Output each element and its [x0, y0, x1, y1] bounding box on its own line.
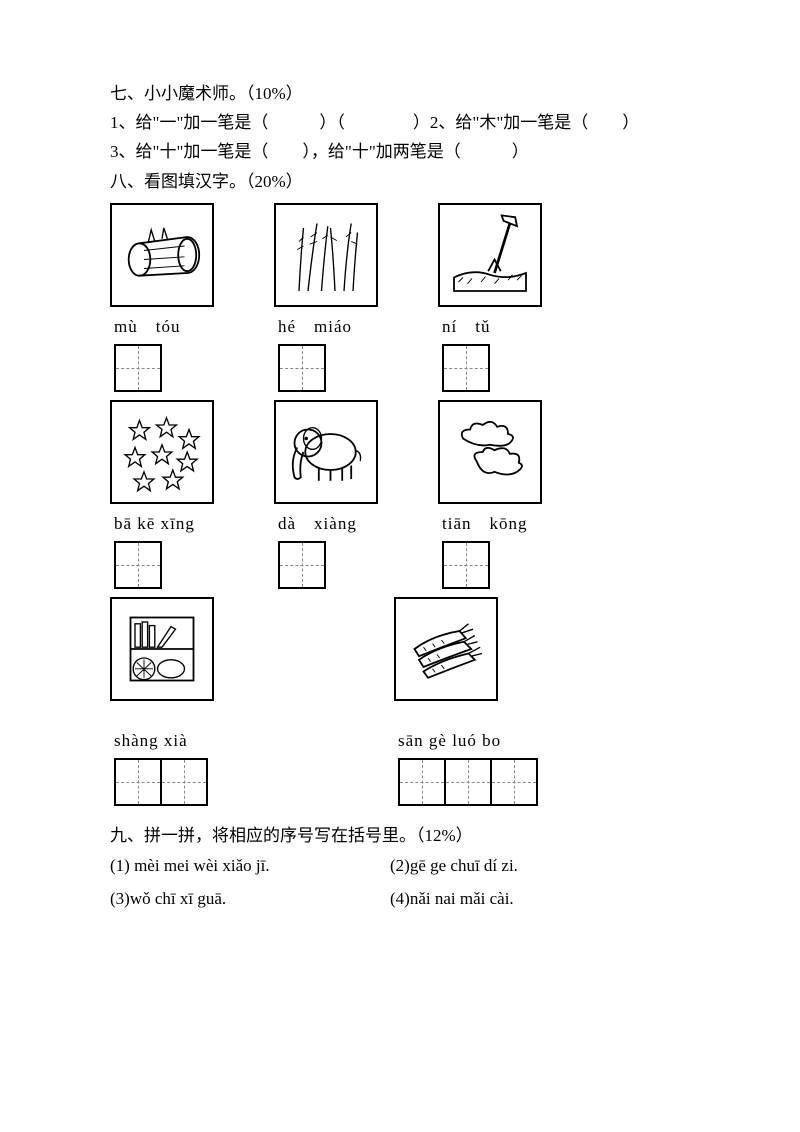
item-nitu: ní tǔ	[438, 203, 542, 392]
box-clouds[interactable]	[442, 541, 490, 589]
pinyin-clouds: tiān kōng	[442, 510, 528, 537]
clouds-icon	[438, 400, 542, 504]
section-9-title: 九、拼一拼，将相应的序号写在括号里。（12%）	[110, 822, 700, 849]
stars-icon	[110, 400, 214, 504]
q9-4: (4)nǎi nai mǎi cài.	[390, 885, 700, 912]
section-8-title: 八、看图填汉字。（20%）	[110, 168, 700, 195]
item-clouds: tiān kōng	[438, 400, 542, 589]
pinyin-hemiao: hé miáo	[278, 313, 352, 340]
section-7-q3: 3、给"十"加一笔是（ ），给"十"加两笔是（ ）	[110, 138, 700, 165]
pinyin-elephant: dà xiàng	[278, 510, 357, 537]
pinyin-mutou: mù tóu	[114, 313, 180, 340]
pinyin-nitu: ní tǔ	[442, 313, 490, 340]
rice-icon	[274, 203, 378, 307]
item-elephant: dà xiàng	[274, 400, 378, 589]
q9-2: (2)gē ge chuī dí zi.	[390, 852, 700, 879]
pinyin-stars: bā kē xīng	[114, 510, 195, 537]
item-hemiao: hé miáo	[274, 203, 378, 392]
q9-1: (1) mèi mei wèi xiǎo jī.	[110, 852, 390, 879]
section-7-q1: 1、给"一"加一笔是（ ）（ ）2、给"木"加一笔是（ ）	[110, 109, 700, 136]
pinyin-carrots: sān gè luó bo	[398, 727, 501, 754]
item-carrots: sān gè luó bo	[394, 597, 538, 806]
log-icon	[110, 203, 214, 307]
image-row-2: bā kē xīng dà xiàng tiān kōng	[110, 400, 700, 589]
box-hemiao[interactable]	[278, 344, 326, 392]
shelf-icon	[110, 597, 214, 701]
box-elephant[interactable]	[278, 541, 326, 589]
shovel-icon	[438, 203, 542, 307]
item-stars: bā kē xīng	[110, 400, 214, 589]
box-mutou[interactable]	[114, 344, 162, 392]
image-row-1: mù tóu hé miáo ní tǔ	[110, 203, 700, 392]
box-carrots[interactable]	[398, 758, 538, 806]
carrots-icon	[394, 597, 498, 701]
box-nitu[interactable]	[442, 344, 490, 392]
pinyin-shelf: shàng xià	[114, 727, 188, 754]
item-mutou: mù tóu	[110, 203, 214, 392]
q9-3: (3)wǒ chī xī guā.	[110, 885, 390, 912]
item-shelf: shàng xià	[110, 597, 214, 806]
image-row-3: shàng xià sān gè luó bo	[110, 597, 700, 806]
section-7-title: 七、小小魔术师。（10%）	[110, 80, 700, 107]
box-stars[interactable]	[114, 541, 162, 589]
elephant-icon	[274, 400, 378, 504]
box-shelf[interactable]	[114, 758, 208, 806]
